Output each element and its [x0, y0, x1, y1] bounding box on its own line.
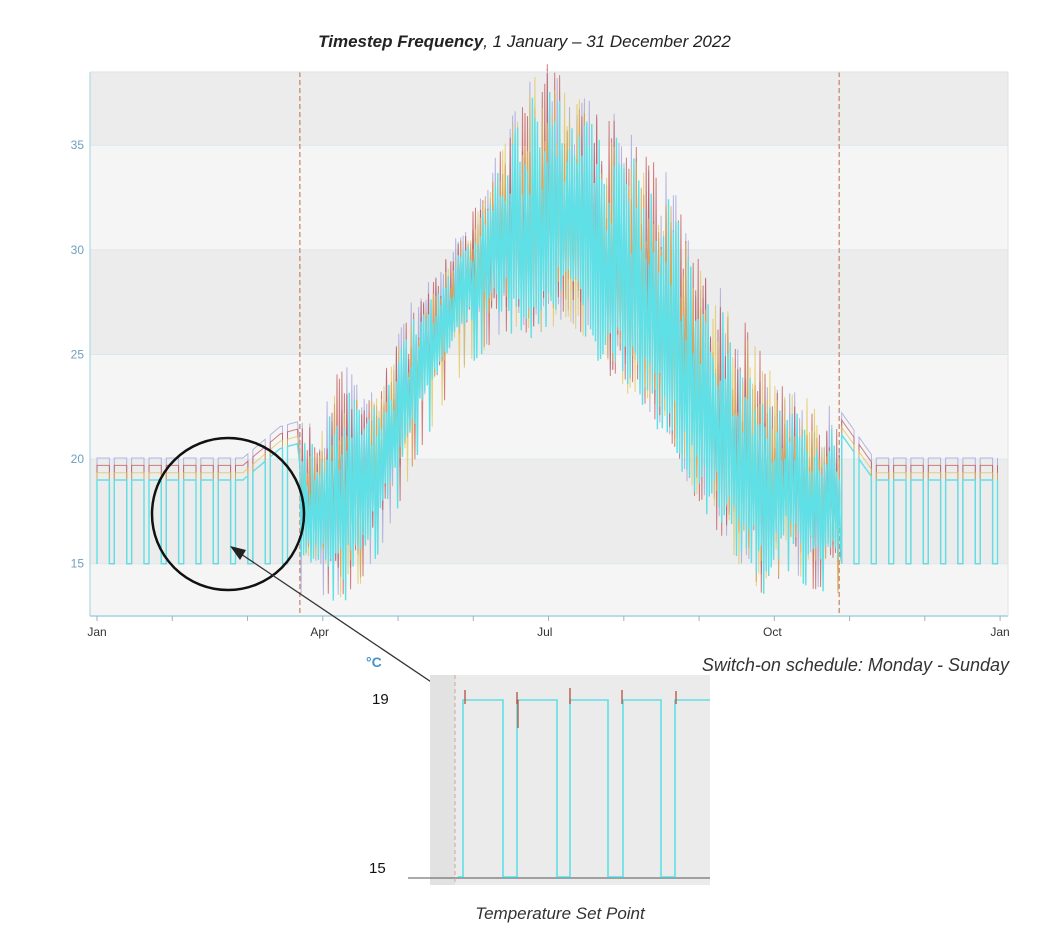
plot-band [90, 354, 1008, 460]
x-tick-label: Jul [537, 625, 552, 639]
series-line-main [96, 91, 999, 601]
chart-title-bold: Timestep Frequency [318, 32, 484, 51]
series-layer [96, 64, 999, 601]
inset-unit-label: °C [366, 654, 382, 670]
callout-circle [150, 436, 306, 592]
inset-tick-15: 15 [369, 860, 386, 877]
y-tick-label: 20 [71, 452, 85, 466]
plot-band [90, 459, 1008, 564]
y-tick-label: 25 [71, 347, 85, 361]
x-tick-label: Jan [87, 625, 106, 639]
callout-arrowhead [230, 546, 246, 560]
inset-caption: Temperature Set Point [475, 904, 645, 923]
inset-setpoint-line [458, 699, 710, 878]
x-tick-label: Apr [310, 625, 329, 639]
y-tick-label: 15 [71, 557, 85, 571]
y-tick-label: 30 [71, 243, 85, 257]
plot-band [90, 563, 1008, 616]
chart-title: Timestep Frequency, 1 January – 31 Decem… [0, 32, 1049, 52]
inset-chart [408, 675, 710, 885]
inset-left-band [430, 675, 455, 885]
season-boundaries [299, 72, 840, 616]
x-tick-label: Jan [990, 625, 1009, 639]
y-tick-label: 35 [71, 138, 85, 152]
inset-tick-19: 19 [372, 691, 389, 708]
zoom-callout [150, 436, 459, 701]
chart-title-rest: , 1 January – 31 December 2022 [483, 32, 731, 51]
axes: 15 20 25 30 35 Jan Apr Jul Oct Jan [71, 71, 1010, 639]
x-tick-label: Oct [763, 625, 782, 639]
schedule-label: Switch-on schedule: Monday - Sunday [701, 655, 1009, 675]
callout-arrow-line [237, 551, 459, 701]
